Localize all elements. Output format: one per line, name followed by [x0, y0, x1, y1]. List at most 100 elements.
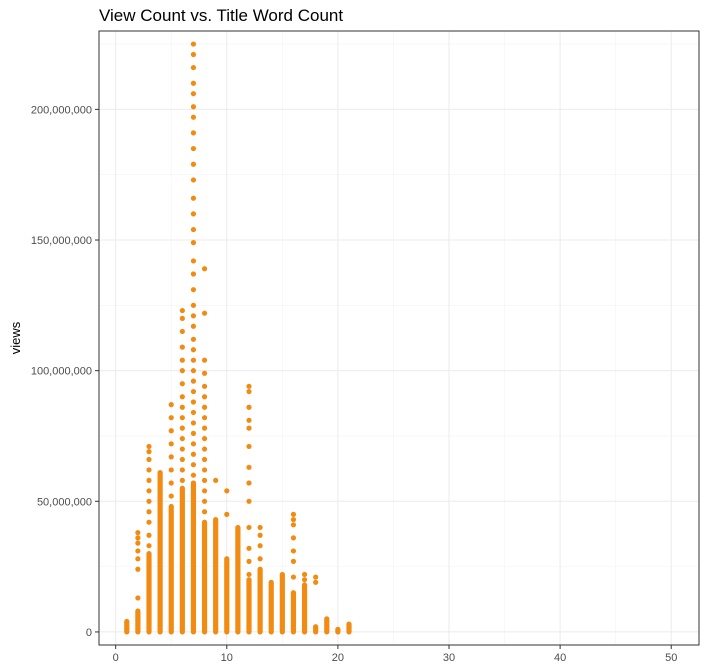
data-point	[168, 441, 174, 447]
data-point	[179, 357, 185, 363]
data-point	[168, 402, 174, 408]
data-point	[190, 420, 197, 426]
data-point	[190, 195, 197, 201]
data-point	[201, 425, 208, 431]
data-point	[168, 454, 174, 460]
data-point	[201, 357, 208, 363]
data-point	[246, 388, 252, 395]
data-point	[290, 516, 297, 523]
data-point	[201, 509, 208, 515]
data-point	[313, 574, 319, 580]
data-point	[146, 449, 152, 455]
data-point	[179, 415, 185, 421]
data-point	[201, 456, 208, 463]
data-point	[135, 530, 141, 536]
data-point	[190, 226, 197, 233]
data-point	[201, 498, 208, 504]
y-tick-label: 200,000,000	[31, 104, 92, 116]
data-point	[146, 456, 152, 463]
data-point	[190, 104, 197, 110]
minor-gridlines	[99, 31, 699, 645]
major-gridlines	[99, 31, 699, 645]
data-point	[179, 368, 185, 374]
y-tick-label: 0	[86, 627, 92, 639]
data-point	[201, 467, 208, 473]
data-point	[179, 456, 185, 463]
data-point	[190, 462, 197, 468]
data-point	[179, 315, 185, 322]
data-point	[201, 477, 208, 483]
data-point	[201, 370, 208, 376]
data-point	[190, 130, 197, 136]
data-point	[190, 347, 197, 353]
data-point	[190, 114, 197, 120]
y-axis-label: views	[8, 321, 23, 354]
data-point	[257, 532, 263, 538]
data-point	[190, 451, 197, 457]
data-point	[290, 574, 297, 580]
data-point	[301, 577, 308, 583]
data-point	[179, 381, 185, 387]
x-tick-label: 0	[113, 652, 119, 664]
data-point	[146, 509, 152, 515]
data-point	[290, 535, 297, 541]
data-point	[190, 388, 197, 395]
data-points	[124, 41, 352, 635]
data-point	[257, 556, 263, 562]
data-point	[246, 464, 252, 470]
y-tick-label: 50,000,000	[37, 496, 92, 508]
x-tick-label: 10	[221, 652, 233, 664]
data-point	[179, 328, 185, 335]
data-point	[201, 415, 208, 421]
x-axis-ticks: 0 10 20 30 40 50	[113, 645, 677, 664]
data-point	[190, 368, 197, 374]
data-point	[246, 524, 252, 531]
data-point	[190, 64, 197, 71]
data-point	[190, 240, 197, 246]
data-point	[179, 435, 185, 442]
data-point	[190, 211, 197, 217]
data-point	[190, 399, 197, 405]
data-point	[246, 404, 252, 410]
data-point	[190, 177, 197, 183]
data-point	[146, 467, 152, 473]
data-point	[290, 558, 297, 564]
x-tick-label: 30	[443, 652, 455, 664]
data-point	[135, 595, 141, 601]
data-point	[146, 443, 152, 450]
x-tick-label: 50	[665, 652, 677, 664]
data-point	[246, 443, 252, 450]
data-point	[179, 446, 185, 452]
data-point	[179, 394, 185, 400]
data-point	[313, 579, 319, 585]
data-point	[190, 271, 197, 277]
data-point	[201, 266, 208, 272]
data-point	[290, 522, 297, 528]
data-point	[168, 415, 174, 421]
data-point	[201, 383, 208, 389]
data-point	[190, 41, 197, 47]
data-point	[190, 357, 197, 363]
data-point	[246, 425, 252, 431]
data-point	[190, 313, 197, 319]
data-point	[290, 511, 297, 517]
data-point	[246, 545, 252, 551]
data-point	[190, 91, 197, 97]
data-point	[301, 571, 308, 578]
chart-title: View Count vs. Title Word Count	[99, 6, 344, 25]
data-point	[146, 477, 152, 483]
data-point	[168, 493, 174, 499]
plot-panel-border	[98, 30, 700, 646]
data-point	[179, 467, 185, 473]
data-point	[146, 498, 152, 504]
x-tick-label: 20	[332, 652, 344, 664]
data-point	[135, 556, 141, 562]
x-tick-label: 40	[554, 652, 566, 664]
data-point	[257, 543, 263, 549]
data-point	[201, 404, 208, 410]
data-point	[179, 425, 185, 431]
data-point	[190, 430, 197, 436]
data-point	[179, 477, 185, 483]
y-tick-label: 150,000,000	[31, 235, 92, 247]
